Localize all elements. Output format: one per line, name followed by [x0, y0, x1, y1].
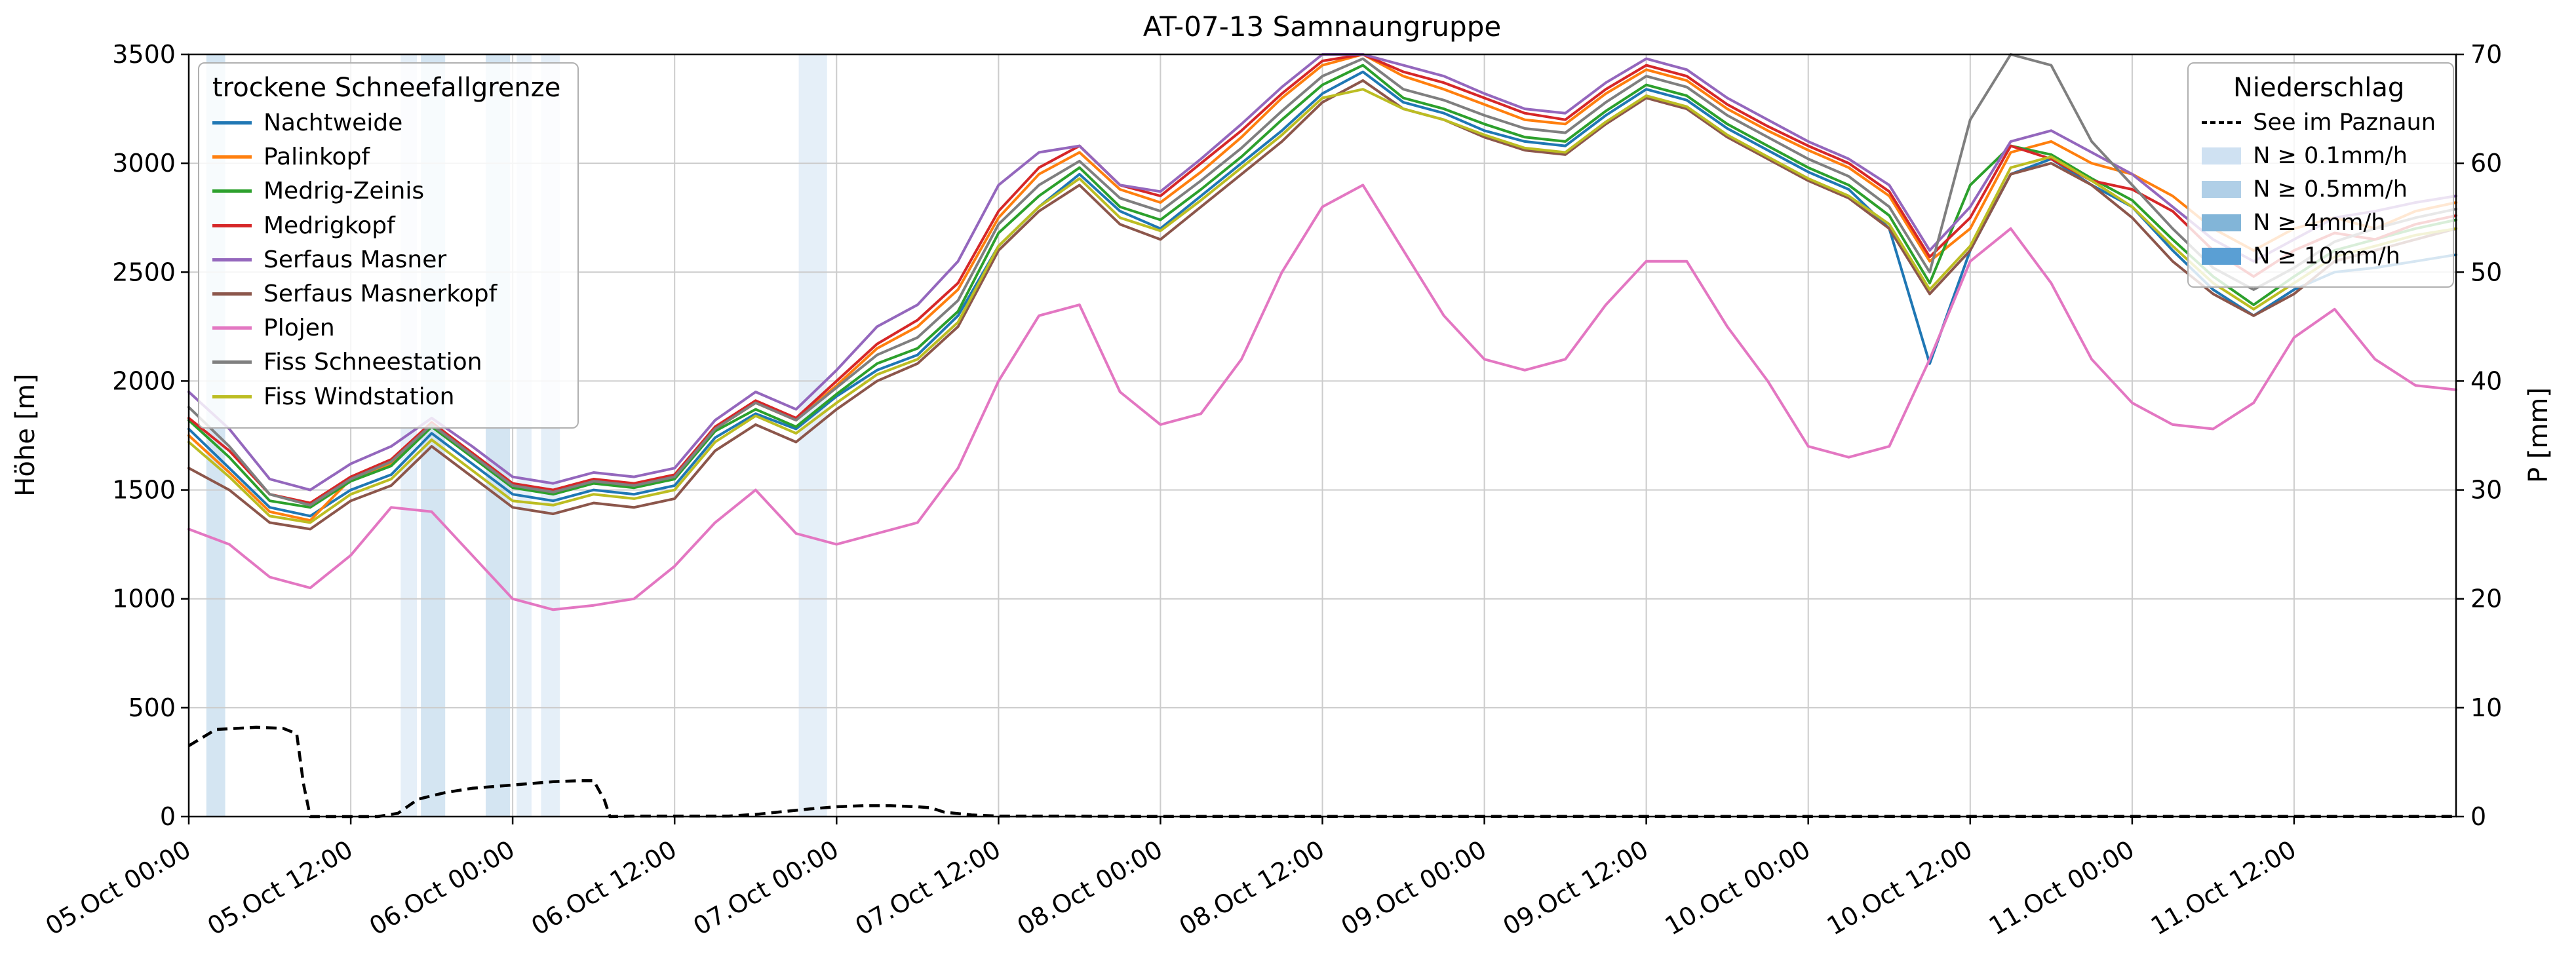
legend-line-swatch: [212, 360, 252, 364]
x-tick-label: 11.Oct 00:00: [1984, 835, 2139, 941]
legend-item-plojen: Plojen: [212, 314, 560, 342]
legend-snowfall-title: trockene Schneefallgrenze: [212, 73, 561, 103]
y-tick-label-right: 50: [2470, 258, 2502, 286]
legend-item-label: Plojen: [263, 315, 335, 342]
legend-band-swatch: [2202, 181, 2242, 198]
y-tick-label-right: 30: [2470, 476, 2502, 505]
x-tick-label: 08.Oct 12:00: [1174, 835, 1329, 941]
series-line-fiss-schneestation: [187, 53, 2457, 507]
legend-line-swatch: [212, 189, 252, 193]
legend-line-swatch: [212, 326, 252, 330]
y-axis-label-right: P [mm]: [2524, 387, 2554, 483]
legend-item-label: Medrig-Zeinis: [263, 178, 425, 205]
y-tick-label-left: 3000: [112, 149, 176, 178]
series-line-medrig-zeinis: [187, 64, 2457, 509]
y-tick-label-right: 60: [2470, 149, 2502, 178]
series-line-fiss-windstation: [187, 88, 2457, 524]
legend-item-label: Medrigkopf: [263, 212, 395, 239]
x-tick-label: 07.Oct 00:00: [688, 835, 844, 941]
legend-item-serfaus-masner: Serfaus Masner: [212, 246, 560, 274]
legend-item-label: Fiss Windstation: [263, 383, 455, 410]
legend-item-label: N ≥ 0.1mm/h: [2253, 143, 2408, 169]
legend-item-label: Nachtweide: [263, 109, 403, 136]
legend-precipitation-title: Niederschlag: [2233, 73, 2405, 103]
x-tick-label: 05.Oct 00:00: [41, 835, 196, 941]
y-tick-label-right: 70: [2470, 40, 2502, 69]
legend-item-label: Serfaus Masnerkopf: [263, 280, 498, 307]
x-tick-label: 08.Oct 00:00: [1012, 835, 1167, 941]
legend-precipitation-items: See im Paznaun N ≥ 0.1mm/h N ≥ 0.5mm/h N ≥ …: [2202, 109, 2436, 270]
legend-line-swatch: [212, 292, 252, 296]
x-tick-label: 11.Oct 12:00: [2146, 835, 2301, 941]
legend-line-swatch: [212, 223, 252, 227]
x-tick-label: 07.Oct 12:00: [850, 835, 1005, 941]
y-axis-label-left: Höhe [m]: [10, 374, 41, 496]
y-tick-label-right: 0: [2470, 802, 2486, 831]
legend-item-n-0-1mm-h: N ≥ 0.1mm/h: [2202, 142, 2436, 170]
legend-dashed-line-swatch: [2202, 121, 2242, 124]
y-tick-label-left: 0: [160, 802, 176, 831]
legend-item-medrigkopf: Medrigkopf: [212, 212, 560, 240]
x-tick-label: 05.Oct 12:00: [203, 835, 358, 941]
y-tick-label-left: 2500: [112, 258, 176, 286]
x-tick-label: 06.Oct 00:00: [364, 835, 520, 941]
legend-band-swatch: [2202, 147, 2242, 164]
legend-precipitation: Niederschlag See im Paznaun N ≥ 0.1mm/h N …: [2187, 62, 2454, 288]
legend-item-see-im-paznaun: See im Paznaun: [2202, 109, 2436, 136]
legend-snowfall-line: trockene Schneefallgrenze Nachtweide Pali…: [198, 62, 579, 429]
y-tick-label-left: 3500: [112, 40, 176, 69]
legend-item-label: N ≥ 0.5mm/h: [2253, 176, 2408, 203]
y-tick-label-right: 20: [2470, 585, 2502, 613]
legend-item-nachtweide: Nachtweide: [212, 109, 560, 137]
chart-title: AT-07-13 Samnaungruppe: [1143, 10, 1501, 43]
legend-line-swatch: [212, 155, 252, 159]
legend-item-n-10mm-h: N ≥ 10mm/h: [2202, 242, 2436, 270]
legend-item-fiss-windstation: Fiss Windstation: [212, 383, 560, 411]
x-tick-label: 10.Oct 00:00: [1660, 835, 1816, 941]
legend-item-fiss-schneestation: Fiss Schneestation: [212, 348, 560, 376]
y-tick-label-right: 40: [2470, 366, 2502, 395]
y-tick-label-left: 1000: [112, 585, 176, 613]
x-tick-label: 06.Oct 12:00: [526, 835, 682, 941]
y-tick-label-left: 500: [128, 693, 176, 722]
legend-snowfall-items: Nachtweide Palinkopf Medrig-Zeinis Medrigko…: [212, 109, 560, 411]
x-tick-label: 09.Oct 12:00: [1498, 835, 1654, 941]
y-tick-label-left: 2000: [112, 366, 176, 395]
y-tick-label-right: 10: [2470, 693, 2502, 722]
legend-item-medrig-zeinis: Medrig-Zeinis: [212, 177, 560, 205]
series-line-plojen: [187, 184, 2457, 611]
y-tick-label-left: 1500: [112, 476, 176, 505]
legend-item-label: Fiss Schneestation: [263, 349, 482, 376]
legend-band-swatch: [2202, 214, 2242, 231]
legend-item-n-0-5mm-h: N ≥ 0.5mm/h: [2202, 176, 2436, 203]
legend-item-label: Serfaus Masner: [263, 246, 447, 273]
legend-line-swatch: [212, 121, 252, 125]
legend-line-swatch: [212, 258, 252, 261]
x-tick-label: 09.Oct 00:00: [1337, 835, 1492, 941]
legend-item-label: N ≥ 10mm/h: [2253, 243, 2400, 269]
series-line-serfaus-masnerkopf: [187, 79, 2457, 531]
legend-item-n-4mm-h: N ≥ 4mm/h: [2202, 209, 2436, 237]
legend-item-palinkopf: Palinkopf: [212, 143, 560, 171]
legend-item-label: See im Paznaun: [2253, 109, 2436, 136]
legend-item-label: Palinkopf: [263, 144, 370, 171]
legend-item-serfaus-masnerkopf: Serfaus Masnerkopf: [212, 280, 560, 308]
legend-band-swatch: [2202, 248, 2242, 265]
x-tick-label: 10.Oct 12:00: [1822, 835, 1978, 941]
legend-line-swatch: [212, 395, 252, 398]
precip-dashed-line: [187, 725, 2456, 819]
legend-item-label: N ≥ 4mm/h: [2253, 210, 2386, 236]
